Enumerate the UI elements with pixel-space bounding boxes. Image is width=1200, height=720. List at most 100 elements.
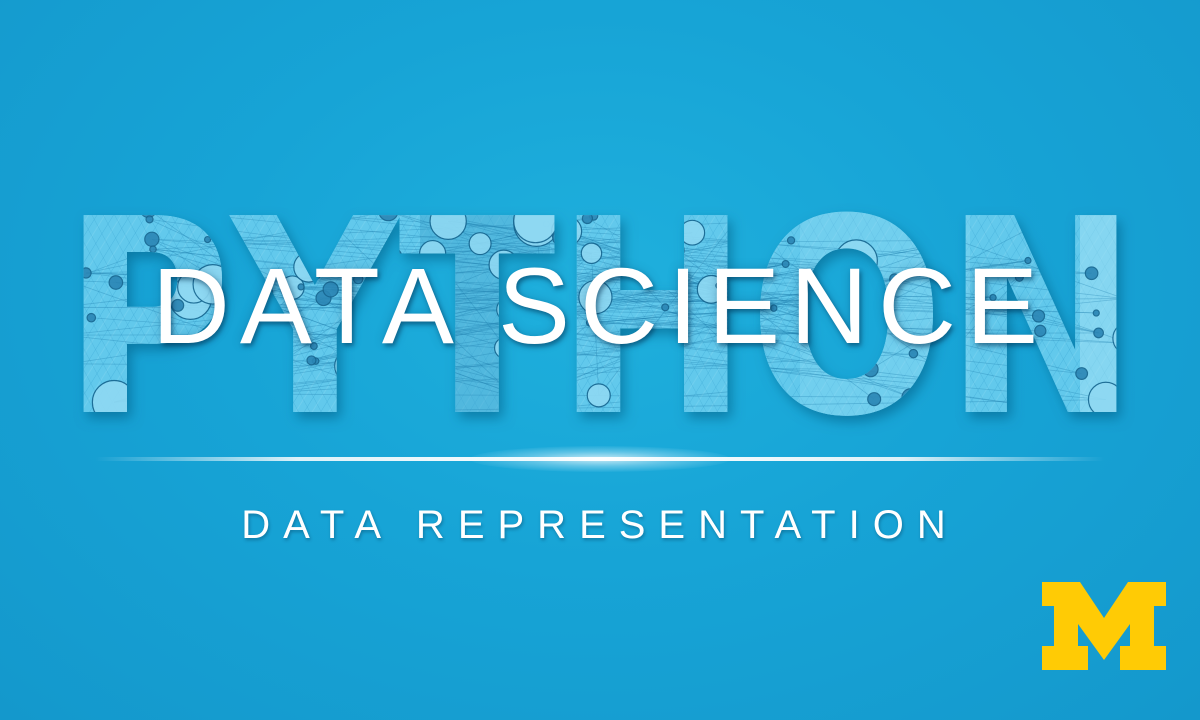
network-node bbox=[203, 235, 212, 244]
network-node bbox=[626, 267, 634, 275]
network-node bbox=[908, 348, 919, 359]
network-edge bbox=[63, 332, 1099, 336]
network-edge bbox=[857, 275, 994, 299]
network-edge bbox=[85, 210, 389, 274]
network-edge bbox=[894, 278, 1099, 334]
network-edge bbox=[589, 307, 774, 324]
network-node bbox=[768, 383, 778, 393]
network-edge bbox=[114, 353, 914, 403]
network-edge bbox=[956, 242, 958, 383]
glow-flare bbox=[470, 446, 730, 472]
network-node bbox=[149, 245, 157, 254]
network-node bbox=[91, 379, 137, 425]
network-edge bbox=[629, 270, 858, 277]
network-edge bbox=[552, 341, 660, 389]
network-edge bbox=[152, 248, 596, 298]
network-node bbox=[653, 335, 666, 349]
network-node bbox=[786, 236, 796, 245]
network-node bbox=[1010, 299, 1020, 309]
network-node bbox=[953, 378, 962, 386]
network-edge bbox=[151, 238, 553, 389]
network-edge bbox=[231, 253, 433, 399]
network-node bbox=[770, 304, 778, 312]
network-edge bbox=[212, 283, 511, 394]
network-edge bbox=[264, 230, 567, 294]
network-edge bbox=[723, 318, 1106, 401]
network-edge bbox=[1014, 303, 1130, 344]
network-node bbox=[468, 232, 492, 256]
network-node bbox=[334, 348, 370, 384]
network-edge bbox=[193, 286, 871, 370]
network-edge bbox=[650, 274, 774, 388]
network-node bbox=[1025, 220, 1039, 234]
network-node bbox=[661, 303, 670, 312]
network-node bbox=[1031, 309, 1046, 323]
network-edge bbox=[351, 365, 871, 370]
network-edge bbox=[448, 220, 786, 265]
network-edge bbox=[151, 238, 435, 411]
network-edge bbox=[535, 220, 556, 409]
network-node bbox=[178, 382, 202, 406]
network-node bbox=[62, 270, 78, 291]
network-edge bbox=[503, 264, 871, 370]
network-edge bbox=[231, 341, 660, 399]
network-edge bbox=[315, 288, 712, 362]
network-node bbox=[679, 219, 706, 246]
network-edge bbox=[144, 240, 958, 390]
network-edge bbox=[63, 273, 651, 336]
network-edge bbox=[956, 240, 1125, 299]
network-node bbox=[854, 307, 872, 325]
network-edge bbox=[587, 218, 712, 290]
network-node bbox=[493, 336, 517, 360]
network-edge bbox=[177, 298, 1125, 306]
network-node bbox=[760, 229, 770, 238]
network-node bbox=[646, 270, 655, 279]
network-edge bbox=[189, 264, 504, 395]
network-edge bbox=[539, 240, 958, 391]
network-node bbox=[1014, 272, 1024, 282]
network-node bbox=[86, 312, 97, 323]
network-edge bbox=[152, 220, 771, 250]
network-node bbox=[1092, 309, 1100, 317]
network-edge bbox=[909, 277, 1020, 398]
network-node bbox=[819, 306, 864, 351]
network-node bbox=[719, 314, 728, 323]
network-edge bbox=[358, 252, 592, 280]
network-node bbox=[139, 200, 158, 219]
network-node bbox=[1011, 398, 1024, 411]
network-node bbox=[322, 281, 339, 298]
network-edge bbox=[870, 277, 1020, 370]
network-edge bbox=[69, 273, 651, 365]
network-node bbox=[1075, 367, 1089, 380]
network-node bbox=[297, 283, 305, 291]
network-edge bbox=[480, 243, 712, 290]
network-node bbox=[192, 263, 234, 305]
network-node bbox=[1112, 321, 1138, 356]
network-node bbox=[1120, 294, 1129, 303]
network-node bbox=[413, 207, 421, 215]
network-edge bbox=[559, 237, 1099, 334]
network-edge bbox=[510, 322, 590, 394]
network-edge bbox=[113, 252, 592, 403]
network-node bbox=[581, 212, 594, 225]
network-edge bbox=[207, 223, 537, 240]
python-letter-texture bbox=[62, 198, 1138, 428]
network-node bbox=[862, 361, 879, 378]
network-edge bbox=[432, 253, 540, 391]
network-node bbox=[171, 298, 185, 312]
network-edge bbox=[416, 210, 861, 302]
network-edge bbox=[330, 289, 994, 299]
network-edge bbox=[591, 253, 600, 396]
network-edge bbox=[301, 286, 868, 340]
network-edge bbox=[330, 289, 1130, 344]
network-edge bbox=[505, 274, 651, 349]
network-node bbox=[1087, 381, 1124, 418]
network-node bbox=[145, 215, 154, 224]
network-node bbox=[513, 198, 558, 244]
network-edge bbox=[322, 215, 511, 394]
network-edge bbox=[393, 255, 720, 287]
network-node bbox=[1125, 339, 1134, 348]
network-edge bbox=[510, 275, 859, 394]
network-node bbox=[179, 340, 216, 376]
